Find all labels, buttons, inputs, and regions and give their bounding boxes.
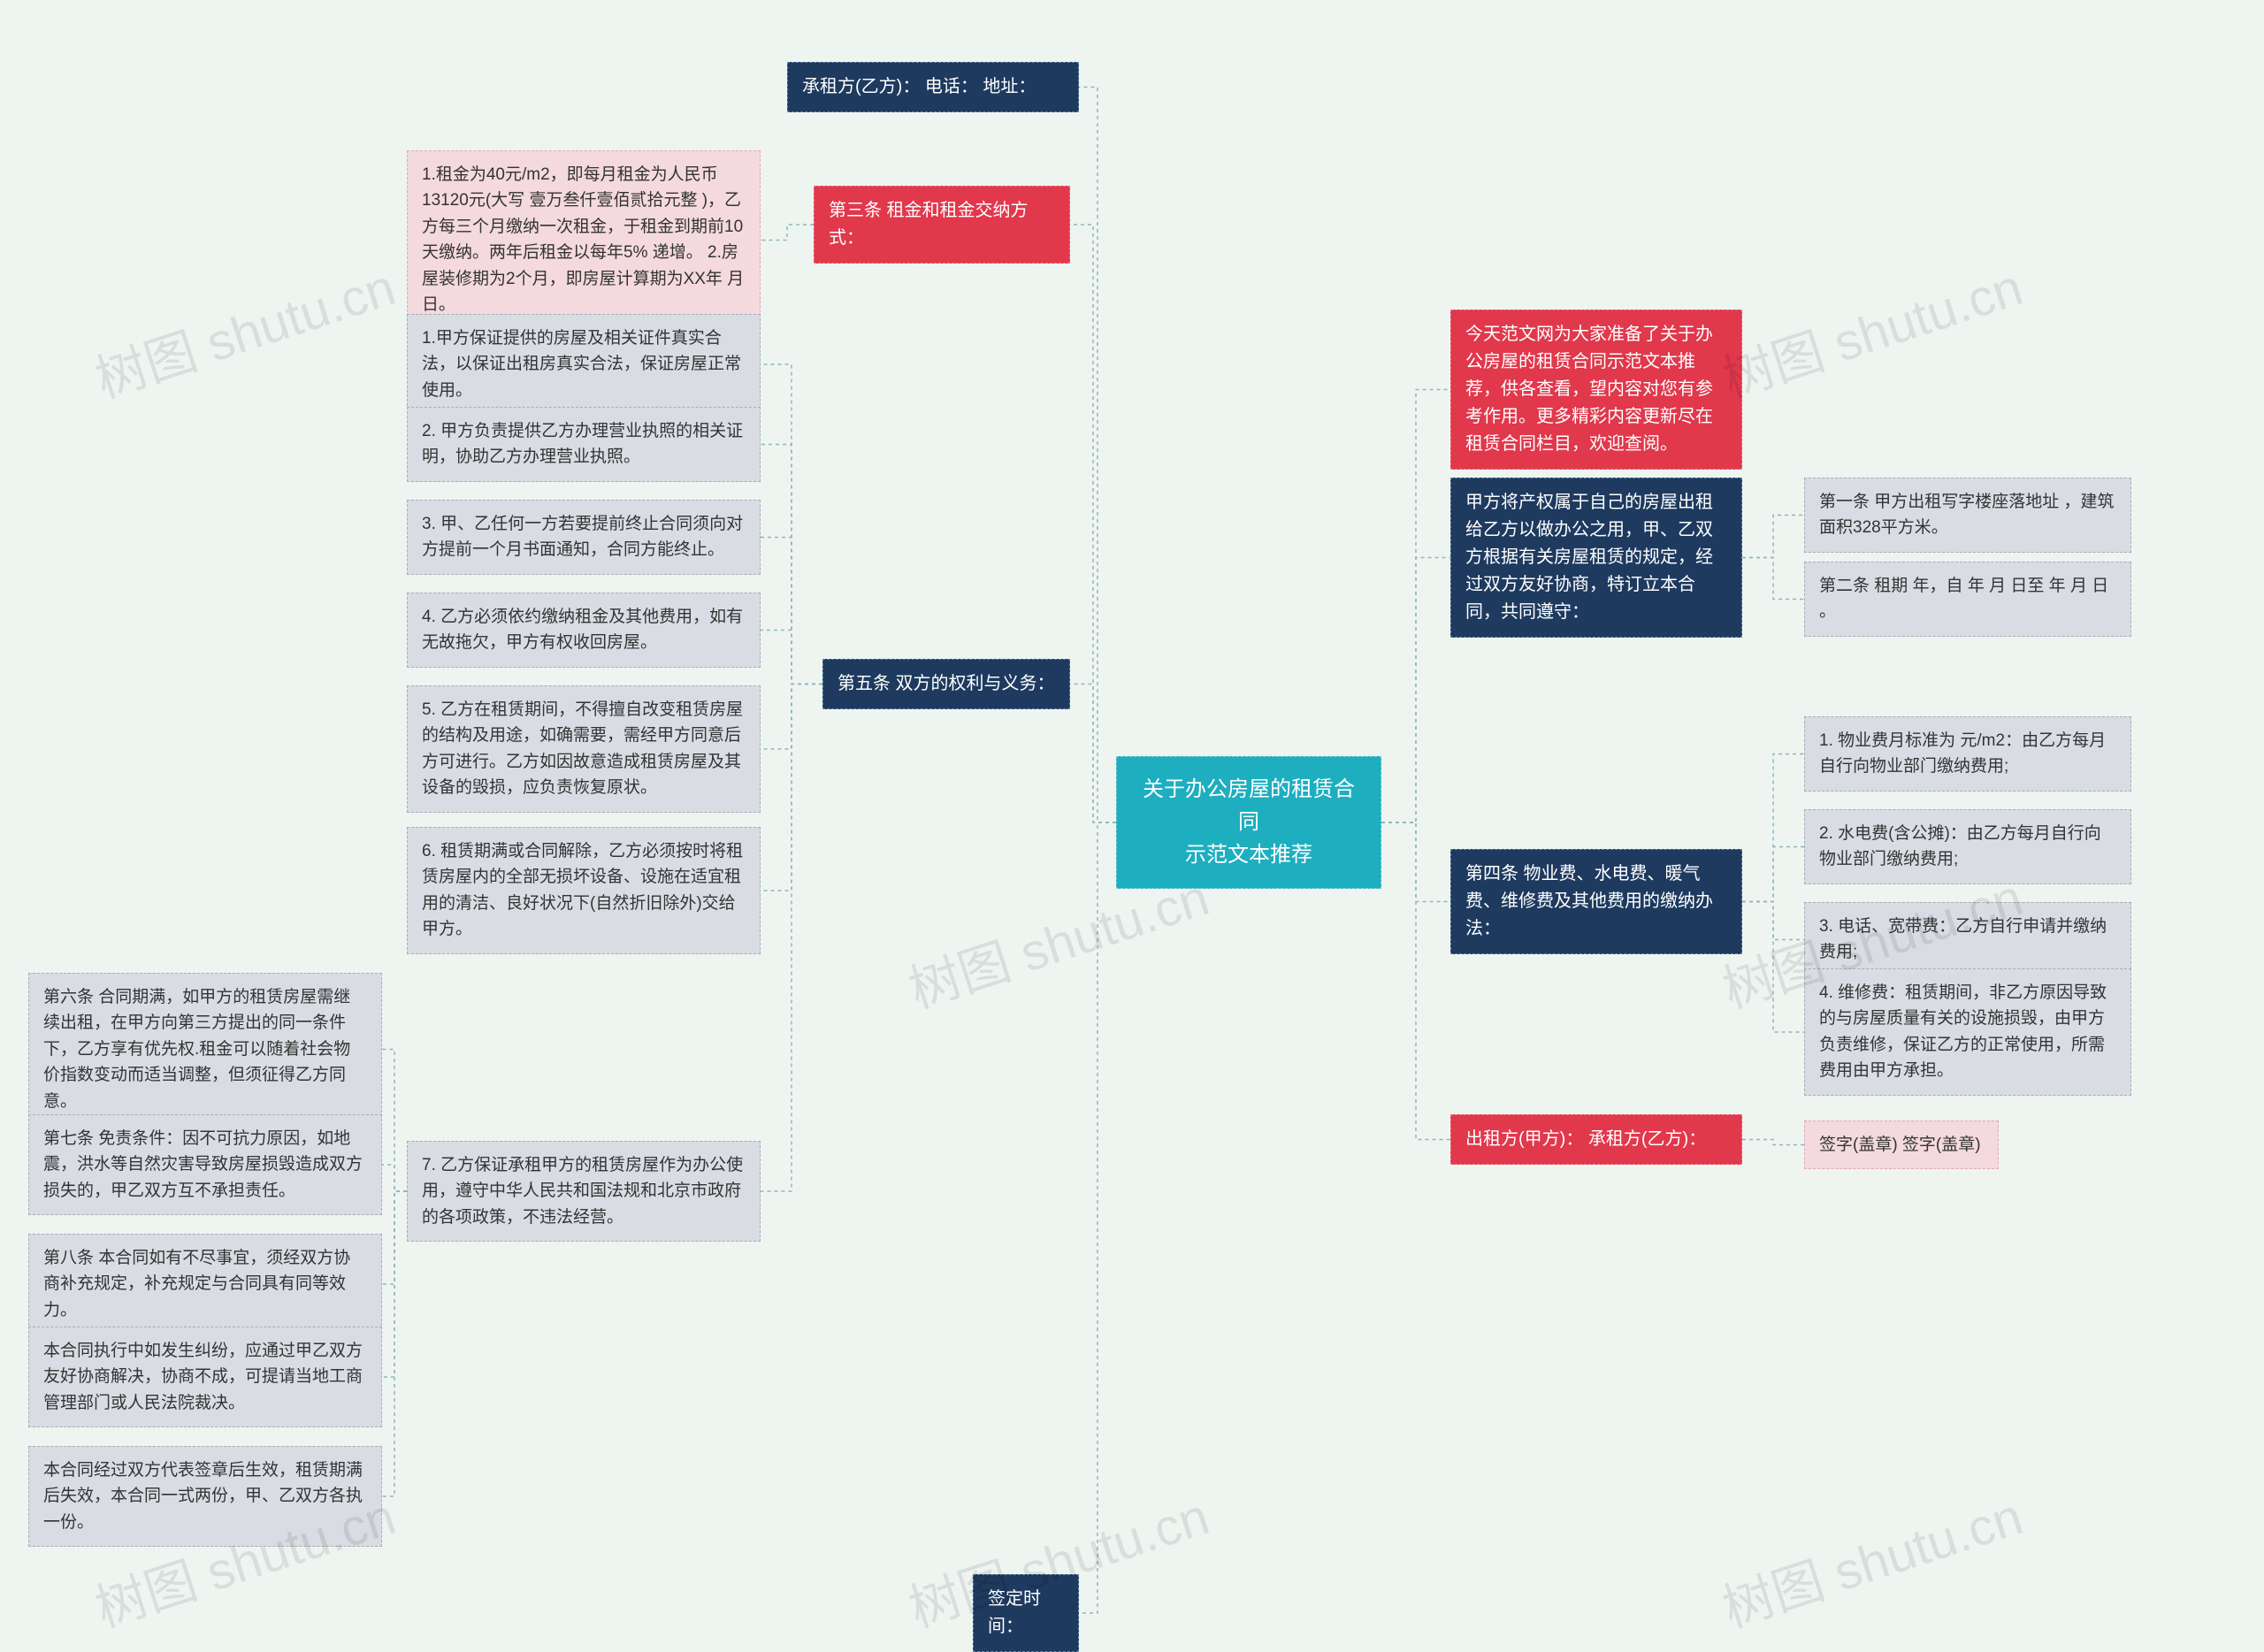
node-label: 出租方(甲方)： 承租方(乙方)： (1465, 1129, 1706, 1149)
node-effect: 本合同经过双方代表签章后生效，租赁期满后失效，本合同一式两份，甲、乙双方各执一份… (28, 1446, 382, 1547)
connector (761, 445, 822, 685)
node-tenant_b: 承租方(乙方)： 电话： 地址： (787, 62, 1079, 112)
connector (1070, 225, 1116, 822)
connector (761, 225, 814, 241)
node-label: 1.租金为40元/m2，即每月租金为人民币13120元(大写 壹万叁仟壹佰贰拾元… (422, 165, 744, 314)
connector (761, 685, 822, 1192)
node-label: 签字(盖章) 签字(盖章) (1819, 1136, 1981, 1154)
node-intro: 今天范文网为大家准备了关于办公房屋的租赁合同示范文本推荐，供各查看，望内容对您有… (1450, 310, 1742, 470)
node-label: 签定时间： (988, 1589, 1041, 1636)
watermark: 树图 shutu.cn (1712, 246, 2031, 412)
connector (761, 631, 822, 685)
node-article1: 第一条 甲方出租写字楼座落地址 ，建筑面积328平方米。 (1804, 478, 2131, 553)
node-exec: 本合同执行中如发生纠纷，应通过甲乙双方友好协商解决，协商不成，可提请当地工商管理… (28, 1327, 382, 1427)
connector (761, 538, 822, 685)
connector (1381, 822, 1450, 902)
connector (382, 1165, 407, 1191)
node-label: 本合同经过双方代表签章后生效，租赁期满后失效，本合同一式两份，甲、乙双方各执一份… (43, 1461, 363, 1532)
connector (382, 1050, 407, 1192)
node-lessor_sign: 出租方(甲方)： 承租方(乙方)： (1450, 1114, 1742, 1165)
node-article3_detail: 1.租金为40元/m2，即每月租金为人民币13120元(大写 壹万叁仟壹佰贰拾元… (407, 150, 761, 330)
connector (382, 1191, 407, 1496)
node-label: 2. 甲方负责提供乙方办理营业执照的相关证明，协助乙方办理营业执照。 (422, 422, 743, 466)
node-label: 4. 乙方必须依约缴纳租金及其他费用，如有无故拖欠，甲方有权收回房屋。 (422, 608, 743, 652)
node-label: 1. 物业费月标准为 元/m2：由乙方每月自行向物业部门缴纳费用; (1819, 731, 2106, 776)
node-a4_1: 1. 物业费月标准为 元/m2：由乙方每月自行向物业部门缴纳费用; (1804, 716, 2131, 792)
node-label: 第五条 双方的权利与义务： (838, 674, 1055, 693)
node-sign_time: 签定时间： (973, 1574, 1079, 1652)
node-a5_3: 3. 甲、乙任何一方若要提前终止合同须向对方提前一个月书面通知，合同方能终止。 (407, 500, 761, 575)
node-label: 5. 乙方在租赁期间，不得擅自改变租赁房屋的结构及用途，如确需要，需经甲方同意后… (422, 700, 743, 797)
node-label: 第四条 物业费、水电费、暖气费、维修费及其他费用的缴纳办法： (1465, 864, 1713, 938)
connector (382, 1191, 407, 1377)
node-a5_1: 1.甲方保证提供的房屋及相关证件真实合法，以保证出租房真实合法，保证房屋正常使用… (407, 314, 761, 415)
node-a5_4: 4. 乙方必须依约缴纳租金及其他费用，如有无故拖欠，甲方有权收回房屋。 (407, 593, 761, 668)
node-a5_6: 6. 租赁期满或合同解除，乙方必须按时将租赁房屋内的全部无损坏设备、设施在适宜租… (407, 827, 761, 954)
node-a5_7: 7. 乙方保证承租甲方的租赁房屋作为办公使用，遵守中华人民共和国法规和北京市政府… (407, 1141, 761, 1242)
connector (1742, 902, 1804, 940)
node-a4_4: 4. 维修费：租赁期间，非乙方原因导致的与房屋质量有关的设施损毁，由甲方负责维修… (1804, 968, 2131, 1096)
node-article2: 第二条 租期 年，自 年 月 日至 年 月 日 。 (1804, 562, 2131, 637)
node-recitals: 甲方将产权属于自己的房屋出租给乙方以做办公之用，甲、乙双方根据有关房屋租赁的规定… (1450, 478, 1742, 638)
node-label: 甲方将产权属于自己的房屋出租给乙方以做办公之用，甲、乙双方根据有关房屋租赁的规定… (1465, 493, 1713, 622)
node-label: 3. 电话、宽带费：乙方自行申请并缴纳费用; (1819, 917, 2107, 961)
node-sign_leaf: 签字(盖章) 签字(盖章) (1804, 1120, 1999, 1169)
connector (1742, 558, 1804, 600)
connector (1742, 516, 1804, 558)
watermark: 树图 shutu.cn (85, 246, 403, 412)
connector (1381, 390, 1450, 823)
watermark: 树图 shutu.cn (1712, 1475, 2031, 1641)
node-a4_3: 3. 电话、宽带费：乙方自行申请并缴纳费用; (1804, 902, 2131, 977)
connector (1742, 1140, 1804, 1145)
node-label: 承租方(乙方)： 电话： 地址： (802, 77, 1036, 96)
node-article5: 第五条 双方的权利与义务： (822, 659, 1070, 709)
node-a6: 第六条 合同期满，如甲方的租赁房屋需继续出租，在甲方向第三方提出的同一条件下，乙… (28, 973, 382, 1126)
connector (382, 1191, 407, 1284)
node-label: 第八条 本合同如有不尽事宜，须经双方协商补充规定，补充规定与合同具有同等效力。 (43, 1249, 350, 1319)
connector (1381, 558, 1450, 823)
connector (1079, 88, 1116, 823)
node-article4: 第四条 物业费、水电费、暖气费、维修费及其他费用的缴纳办法： (1450, 849, 1742, 954)
node-label: 今天范文网为大家准备了关于办公房屋的租赁合同示范文本推荐，供各查看，望内容对您有… (1465, 325, 1713, 454)
connector (1079, 822, 1116, 1613)
node-a7_clause: 第七条 免责条件：因不可抗力原因，如地震，洪水等自然灾害导致房屋损毁造成双方损失… (28, 1114, 382, 1215)
connector (761, 685, 822, 891)
node-label: 第三条 租金和租金交纳方式： (829, 201, 1029, 248)
node-label: 3. 甲、乙任何一方若要提前终止合同须向对方提前一个月书面通知，合同方能终止。 (422, 515, 743, 559)
node-label: 1.甲方保证提供的房屋及相关证件真实合法，以保证出租房真实合法，保证房屋正常使用… (422, 329, 741, 400)
node-a8: 第八条 本合同如有不尽事宜，须经双方协商补充规定，补充规定与合同具有同等效力。 (28, 1234, 382, 1335)
connector (1742, 902, 1804, 1033)
connector (1742, 754, 1804, 902)
node-label: 6. 租赁期满或合同解除，乙方必须按时将租赁房屋内的全部无损坏设备、设施在适宜租… (422, 842, 743, 938)
node-label: 第二条 租期 年，自 年 月 日至 年 月 日 。 (1819, 577, 2108, 621)
node-article3: 第三条 租金和租金交纳方式： (814, 186, 1070, 264)
node-label: 2. 水电费(含公摊)：由乙方每月自行向物业部门缴纳费用; (1819, 824, 2101, 868)
node-a4_2: 2. 水电费(含公摊)：由乙方每月自行向物业部门缴纳费用; (1804, 809, 2131, 884)
connector (761, 364, 822, 685)
connector (1742, 847, 1804, 902)
node-label: 7. 乙方保证承租甲方的租赁房屋作为办公使用，遵守中华人民共和国法规和北京市政府… (422, 1156, 743, 1227)
node-label: 4. 维修费：租赁期间，非乙方原因导致的与房屋质量有关的设施损毁，由甲方负责维修… (1819, 983, 2107, 1080)
node-label: 关于办公房屋的租赁合同示范文本推荐 (1143, 777, 1355, 867)
node-a5_5: 5. 乙方在租赁期间，不得擅自改变租赁房屋的结构及用途，如确需要，需经甲方同意后… (407, 685, 761, 813)
connector (761, 685, 822, 750)
node-label: 第七条 免责条件：因不可抗力原因，如地震，洪水等自然灾害导致房屋损毁造成双方损失… (43, 1129, 363, 1200)
connector (1070, 685, 1116, 823)
connector (1381, 822, 1450, 1140)
node-label: 本合同执行中如发生纠纷，应通过甲乙双方友好协商解决，协商不成，可提请当地工商管理… (43, 1342, 363, 1412)
node-center: 关于办公房屋的租赁合同示范文本推荐 (1116, 756, 1381, 889)
node-label: 第一条 甲方出租写字楼座落地址 ，建筑面积328平方米。 (1819, 493, 2115, 537)
node-a5_2: 2. 甲方负责提供乙方办理营业执照的相关证明，协助乙方办理营业执照。 (407, 407, 761, 482)
node-label: 第六条 合同期满，如甲方的租赁房屋需继续出租，在甲方向第三方提出的同一条件下，乙… (43, 988, 350, 1111)
